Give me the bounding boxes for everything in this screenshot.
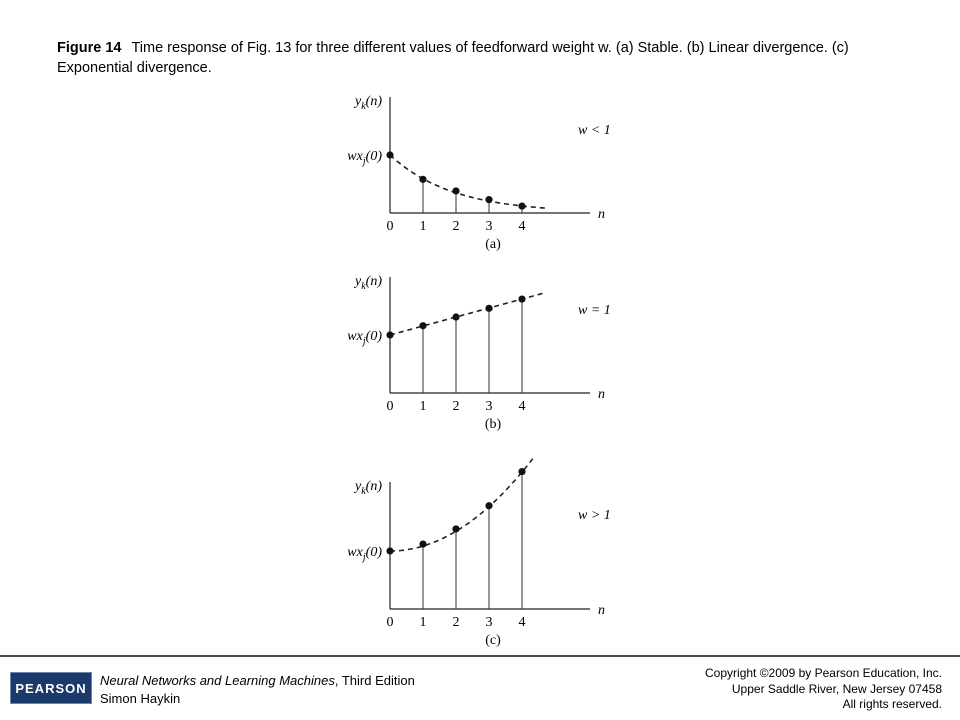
x-tick-label: 4 <box>519 399 526 414</box>
figure-caption: Figure 14 Time response of Fig. 13 for th… <box>57 38 907 78</box>
response-diagram: yk(n) wxj(0) n w < 1 (a) 0 1 2 3 4 yk(n) wxj(0) n w =… <box>347 94 611 648</box>
sample-point <box>452 187 460 195</box>
condition-label: w < 1 <box>578 123 611 138</box>
x-tick-label: 4 <box>519 615 526 630</box>
x-axis-label: n <box>598 387 605 402</box>
condition-label: w = 1 <box>578 303 611 318</box>
sample-point <box>419 322 427 330</box>
x-tick-label: 2 <box>453 219 460 234</box>
x-axis-label: n <box>598 207 605 222</box>
sample-point <box>485 196 493 204</box>
sample-point <box>518 202 526 210</box>
x-tick-label: 1 <box>420 615 427 630</box>
publisher-logo: PEARSON <box>10 672 92 704</box>
panel-b: yk(n) wxj(0) n w = 1 (b) 0 1 2 3 4 <box>347 274 611 432</box>
sample-point <box>518 295 526 303</box>
book-title: Neural Networks and Learning Machines <box>100 673 335 688</box>
y0-label: wxj(0) <box>347 329 382 347</box>
publisher-address: Upper Saddle River, New Jersey 07458 <box>731 681 942 696</box>
y0-label: wxj(0) <box>347 149 382 167</box>
y-axis-label: yk(n) <box>353 274 382 292</box>
copyright-line: Copyright ©2009 by Pearson Education, In… <box>705 666 942 680</box>
x-tick-label: 2 <box>453 615 460 630</box>
sample-point <box>386 547 394 555</box>
x-tick-label: 0 <box>387 399 394 414</box>
sample-point <box>485 304 493 312</box>
y-axis-label: yk(n) <box>353 94 382 112</box>
sample-point <box>518 467 526 476</box>
sample-point <box>452 525 460 533</box>
rights-line: All rights reserved. <box>842 697 942 711</box>
figure-label: Figure 14 <box>57 40 122 56</box>
book-info: Neural Networks and Learning Machines, T… <box>100 672 415 708</box>
copyright-block: Copyright ©2009 by Pearson Education, In… <box>705 666 942 713</box>
footer-divider <box>0 655 960 657</box>
panel-sublabel: (a) <box>485 237 501 252</box>
panel-sublabel: (b) <box>485 417 502 432</box>
x-tick-label: 0 <box>387 219 394 234</box>
panel-a: yk(n) wxj(0) n w < 1 (a) 0 1 2 3 4 <box>347 94 611 252</box>
trend-curve <box>389 457 535 552</box>
y-axis-label: yk(n) <box>353 479 382 497</box>
book-author: Simon Haykin <box>100 691 181 706</box>
x-tick-label: 3 <box>486 219 493 234</box>
sample-point <box>386 331 394 339</box>
sample-point <box>452 313 460 321</box>
x-tick-label: 4 <box>519 219 526 234</box>
book-edition: , Third Edition <box>334 673 415 688</box>
trend-curve <box>389 154 546 209</box>
x-tick-label: 1 <box>420 219 427 234</box>
x-tick-label: 2 <box>453 399 460 414</box>
x-tick-label: 0 <box>387 615 394 630</box>
sample-point <box>386 151 394 159</box>
x-tick-label: 1 <box>420 399 427 414</box>
sample-point <box>485 502 493 510</box>
x-tick-label: 3 <box>486 615 493 630</box>
condition-label: w > 1 <box>578 508 611 523</box>
figure-caption-text: Time response of Fig. 13 for three diffe… <box>57 40 849 76</box>
x-axis-label: n <box>598 603 605 618</box>
sample-point <box>419 540 427 548</box>
panel-sublabel: (c) <box>485 633 501 648</box>
sample-point <box>419 175 427 183</box>
panel-c: yk(n) wxj(0) n w > 1 (c) 0 1 2 3 4 <box>347 457 611 648</box>
y0-label: wxj(0) <box>347 545 382 563</box>
x-tick-label: 3 <box>486 399 493 414</box>
